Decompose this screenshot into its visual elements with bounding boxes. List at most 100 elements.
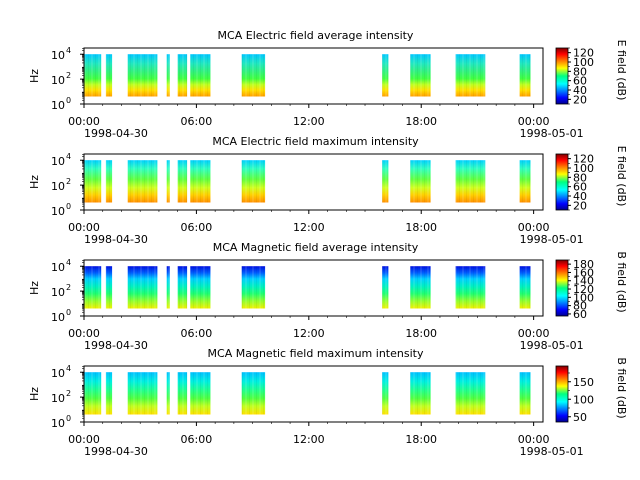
y-tick-label: 10 <box>51 367 65 380</box>
y-tick-exponent: 0 <box>66 96 71 105</box>
data-segment-texture <box>455 372 486 415</box>
date-start-label: 1998-04-30 <box>84 339 148 352</box>
axes-frame <box>83 365 544 423</box>
y-axis-label: Hz <box>28 175 41 189</box>
y-tick-label: 10 <box>51 99 65 112</box>
y-tick-exponent: 0 <box>66 202 71 211</box>
y-tick-label: 10 <box>51 155 65 168</box>
colorbar-tick-label: 100 <box>573 393 594 406</box>
data-segment-texture <box>166 372 170 415</box>
colorbar-tick-label: 40 <box>573 84 587 97</box>
y-tick-label: 10 <box>51 261 65 274</box>
data-segment-texture <box>127 266 158 309</box>
panel-title: MCA Magnetic field average intensity <box>213 241 419 254</box>
date-end-label: 1998-05-01 <box>520 339 584 352</box>
panel-title: MCA Electric field average intensity <box>218 29 414 42</box>
colorbar-tick-label: 20 <box>573 199 587 212</box>
data-segment-texture <box>127 160 158 203</box>
x-tick-label: 12:00 <box>293 115 325 128</box>
y-tick-exponent: 2 <box>66 177 71 186</box>
colorbar-label: E field (dB) <box>615 146 628 207</box>
y-tick-label: 10 <box>51 205 65 218</box>
x-tick-label: 18:00 <box>405 115 437 128</box>
data-segment-texture <box>382 266 389 309</box>
colorbar-tick-label: 60 <box>573 181 587 194</box>
colorbar-tick-label: 100 <box>573 291 594 304</box>
data-segment-texture <box>105 160 113 203</box>
colorbar-tick-label: 120 <box>573 283 594 296</box>
x-tick-label: 00:00 <box>68 327 100 340</box>
data-segment-texture <box>84 54 102 97</box>
colorbar-tick-label: 80 <box>573 300 587 313</box>
data-segment-texture <box>410 266 431 309</box>
data-segment-texture <box>105 54 113 97</box>
y-tick-exponent: 2 <box>66 389 71 398</box>
colorbar-tick-label: 60 <box>573 75 587 88</box>
data-segment-texture <box>241 160 266 203</box>
y-tick-label: 10 <box>51 392 65 405</box>
x-tick-label: 18:00 <box>405 327 437 340</box>
y-tick-label: 10 <box>51 417 65 430</box>
y-tick-label: 10 <box>51 74 65 87</box>
data-segment-texture <box>382 372 389 415</box>
date-start-label: 1998-04-30 <box>84 127 148 140</box>
x-tick-label: 00:00 <box>518 433 550 446</box>
y-tick-exponent: 0 <box>66 414 71 423</box>
panel-4: MCA Magnetic field maximum intensity Hz 10… <box>28 347 628 458</box>
colorbar-tick-label: 160 <box>573 266 594 279</box>
y-tick-exponent: 2 <box>66 283 71 292</box>
data-segment-texture <box>455 160 486 203</box>
x-tick-label: 06:00 <box>181 327 213 340</box>
panel-title: MCA Electric field maximum intensity <box>212 135 419 148</box>
data-segment-texture <box>84 266 102 309</box>
y-tick-label: 10 <box>51 180 65 193</box>
x-tick-label: 00:00 <box>68 433 100 446</box>
x-tick-label: 12:00 <box>293 433 325 446</box>
colorbar-tick-label: 80 <box>573 171 587 184</box>
data-segment-texture <box>382 54 389 97</box>
colorbar-frame <box>555 259 569 317</box>
x-tick-label: 00:00 <box>518 327 550 340</box>
x-tick-label: 06:00 <box>181 221 213 234</box>
data-segment-texture <box>410 372 431 415</box>
axes-frame <box>83 47 544 105</box>
data-segment-texture <box>177 54 188 97</box>
x-tick-label: 12:00 <box>293 221 325 234</box>
colorbar-tick-label: 80 <box>573 65 587 78</box>
date-end-label: 1998-05-01 <box>520 127 584 140</box>
panel-1: MCA Electric field average intensity Hz 10… <box>28 29 628 140</box>
colorbar-label: B field (dB) <box>615 357 628 418</box>
date-start-label: 1998-04-30 <box>84 445 148 458</box>
data-segment-texture <box>455 54 486 97</box>
x-tick-label: 06:00 <box>181 433 213 446</box>
data-segment-texture <box>127 372 158 415</box>
y-axis-label: Hz <box>28 69 41 83</box>
data-segment-texture <box>382 160 389 203</box>
y-axis-label: Hz <box>28 387 41 401</box>
data-segment-texture <box>190 54 211 97</box>
data-segment-texture <box>241 54 266 97</box>
y-tick-exponent: 4 <box>66 364 71 373</box>
colorbar-label: E field (dB) <box>615 40 628 101</box>
data-segment-texture <box>166 54 170 97</box>
colorbar-tick-label: 180 <box>573 258 594 271</box>
data-segment-texture <box>166 160 170 203</box>
y-tick-label: 10 <box>51 311 65 324</box>
y-tick-exponent: 0 <box>66 308 71 317</box>
x-tick-label: 00:00 <box>518 221 550 234</box>
x-tick-label: 00:00 <box>68 221 100 234</box>
data-segment-texture <box>177 160 188 203</box>
data-segment-texture <box>410 160 431 203</box>
data-segment-texture <box>519 54 531 97</box>
date-end-label: 1998-05-01 <box>520 445 584 458</box>
colorbar-tick-label: 120 <box>573 153 594 166</box>
y-tick-exponent: 4 <box>66 152 71 161</box>
colorbar-tick-label: 140 <box>573 275 594 288</box>
colorbar <box>556 48 568 104</box>
y-axis-label: Hz <box>28 281 41 295</box>
panel-3: MCA Magnetic field average intensity Hz 10… <box>28 241 628 352</box>
data-segment-texture <box>519 372 531 415</box>
data-segment-texture <box>190 266 211 309</box>
x-tick-label: 00:00 <box>518 115 550 128</box>
data-segment-texture <box>241 266 266 309</box>
